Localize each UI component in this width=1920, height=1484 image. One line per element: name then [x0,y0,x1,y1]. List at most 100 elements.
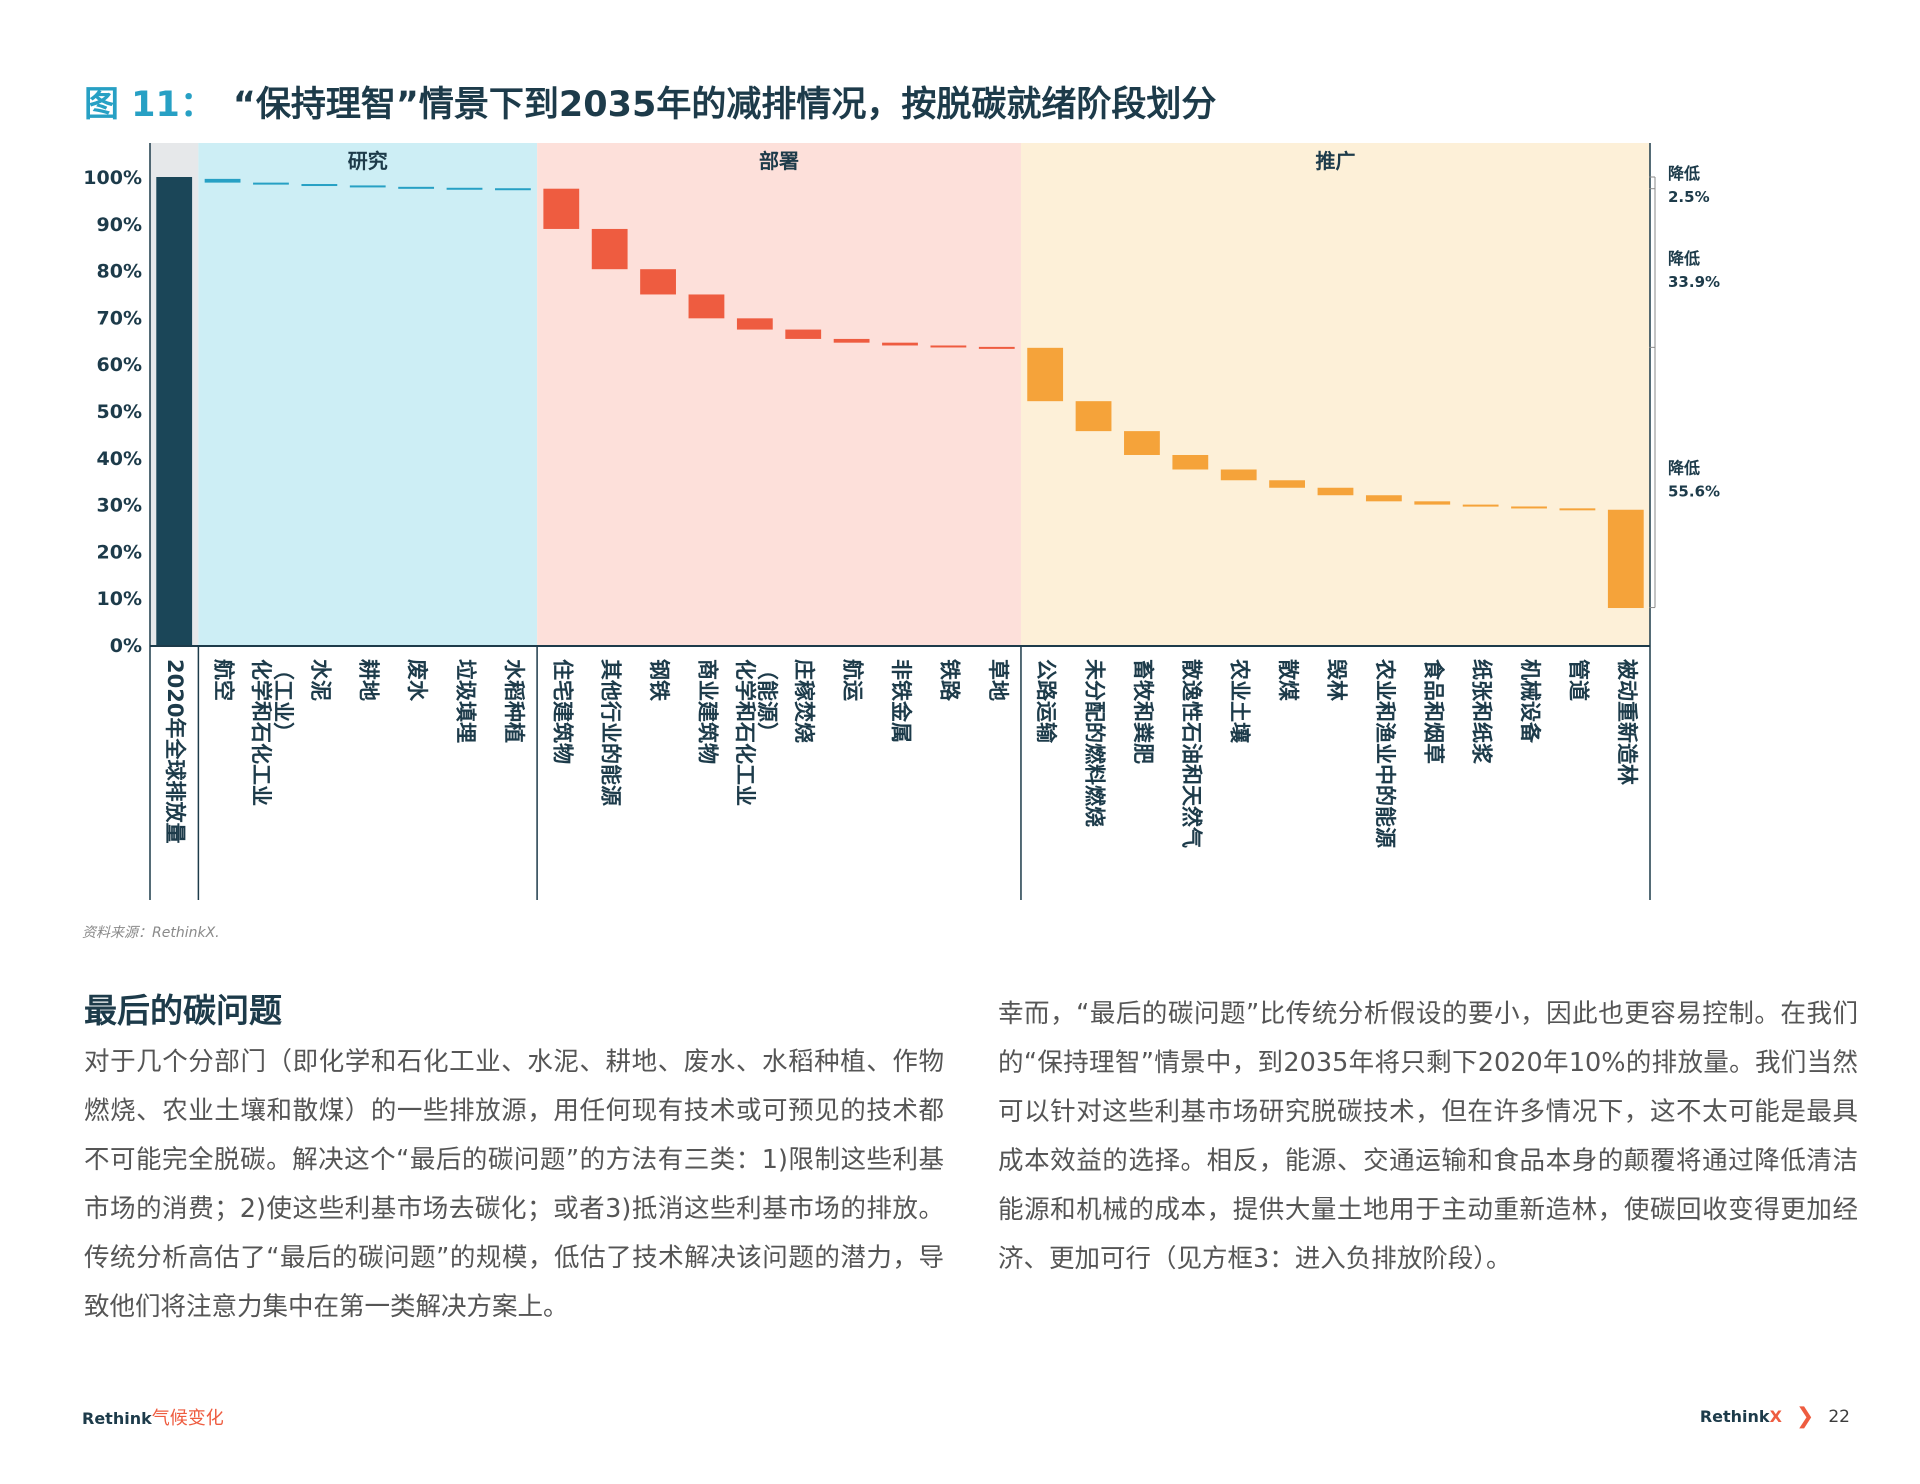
phase-label: 研究 [348,149,388,173]
footer-brand: Rethink [82,1409,152,1428]
x-category-label: 铁路 [937,659,961,702]
bar [1317,487,1354,496]
x-category-label: 庄稼焚烧 [792,659,816,743]
bar [446,187,483,190]
x-category-label: 机械设备 [1518,659,1542,744]
x-category-label: 废水 [405,659,429,702]
x-category-label: （工业） [271,659,295,743]
x-category-label: 垃圾填埋 [454,659,478,743]
x-category-label: （能源） [755,659,779,743]
y-tick-label: 100% [83,167,142,189]
bar [1511,506,1547,509]
x-category-label: 航空 [212,659,236,701]
footer-brand-zh: 气候变化 [151,1408,224,1429]
figure-title-text: “保持理智”情景下到2035年的减排情况，按脱碳就绪阶段划分 [232,85,1217,125]
source-note: 资料来源：RethinkX. [82,925,220,941]
x-category-label: 化学和石化工业 [733,659,757,806]
x-category-label: 住宅建筑物 [550,659,574,764]
bar [1462,504,1499,507]
bar [1269,480,1305,488]
bar [398,186,435,189]
bar [688,294,725,319]
bar [349,185,386,188]
x-category-label: 非铁金属 [889,659,913,743]
x-category-label: 公路运输 [1034,659,1058,744]
bar [833,338,870,343]
bar [156,177,193,645]
y-tick-label: 60% [97,354,142,376]
bar [1414,501,1451,505]
page-number: 22 [1828,1406,1850,1427]
annotation-value: 2.5% [1668,188,1710,206]
bar [1607,509,1644,609]
x-category-label: 畜牧和粪肥 [1131,659,1155,764]
left-column: 最后的碳问题 对于几个分部门（即化学和石化工业、水泥、耕地、废水、水稻种植、作物… [84,984,944,1332]
x-category-label: 散煤 [1276,659,1300,701]
waterfall-chart: 研究 部署 推广 0% 10% 20% 30% 40% 50% 60% 70% 80% 90% 100% 2… [83,143,1720,900]
section-heading: 最后的碳问题 [84,991,282,1030]
annotation-value: 33.9% [1668,273,1720,291]
phase-band-1 [537,143,1021,645]
y-tick-label: 20% [97,541,142,563]
y-tick-label: 70% [97,307,142,329]
x-category-label: 商业建筑物 [695,659,719,764]
y-tick-label: 10% [97,588,142,610]
x-category-label: 管道 [1566,659,1590,701]
annotation-label: 降低 [1668,164,1700,183]
x-category-label: 化学和石化工业 [249,659,273,806]
x-category-label: 农业和渔业中的能源 [1373,658,1397,848]
x-category-label: 钢铁 [647,659,671,701]
x-category-label: 毁林 [1324,659,1348,701]
bar [930,345,967,348]
bar [204,178,241,183]
y-tick-label: 40% [97,448,142,470]
annotation-value: 55.6% [1668,482,1720,500]
y-tick-label: 0% [110,635,142,657]
bar [736,318,773,330]
x-category-label: 其他行业的能源 [599,659,623,806]
phase-label: 部署 [759,149,799,173]
x-category-label: 草地 [986,659,1010,701]
x-category-label: 散逸性石油和天然气 [1179,659,1203,848]
bar [785,329,822,339]
x-category-label: 2020年全球排放量 [163,659,187,843]
x-category-label: 航运 [841,659,865,701]
bar [543,188,580,229]
bar [978,346,1015,349]
chevron-right-icon: ❯ [1795,1404,1815,1429]
bar [1027,347,1064,402]
x-category-label: 农业土壤 [1228,658,1252,744]
footer-logo-text: Rethink [1699,1407,1770,1426]
bar [1220,469,1257,481]
x-category-label: 水泥 [308,659,332,701]
bar [253,182,289,185]
y-tick-label: 30% [97,495,142,517]
y-tick-label: 90% [97,214,142,236]
right-paragraph: 幸而，“最后的碳问题”比传统分析假设的要小，因此也更容易控制。在我们的“保持理智… [998,999,1858,1274]
x-category-label: 未分配的燃料燃烧 [1083,659,1107,827]
bar [301,184,338,187]
x-category-label: 纸张和纸浆 [1470,659,1494,765]
y-tick-label: 80% [97,261,142,283]
phase-band-0 [198,143,538,645]
y-tick-label: 50% [97,401,142,423]
figure-title: 图 11： “保持理智”情景下到2035年的减排情况，按脱碳就绪阶段划分 [84,76,1216,127]
x-category-label: 耕地 [357,659,381,701]
bar [495,188,531,191]
footer-left-brand: Rethink气候变化 [82,1404,224,1430]
bar [591,228,628,270]
bar [1075,401,1112,432]
footer-right: RethinkX ❯ 22 [1700,1404,1850,1429]
x-category-label: 食品和烟草 [1421,659,1445,764]
bar [640,269,676,295]
right-column: 幸而，“最后的碳问题”比传统分析假设的要小，因此也更容易控制。在我们的“保持理智… [998,990,1858,1284]
bar [1365,495,1402,502]
bar [1172,454,1209,470]
phase-band-2 [1020,143,1650,645]
footer-logo: RethinkX [1700,1407,1782,1426]
figure-number: 图 11： [84,85,215,125]
annotation-label: 降低 [1668,458,1700,477]
bar [882,342,918,346]
bar [1559,508,1596,511]
x-category-label: 水稻种植 [502,659,526,743]
